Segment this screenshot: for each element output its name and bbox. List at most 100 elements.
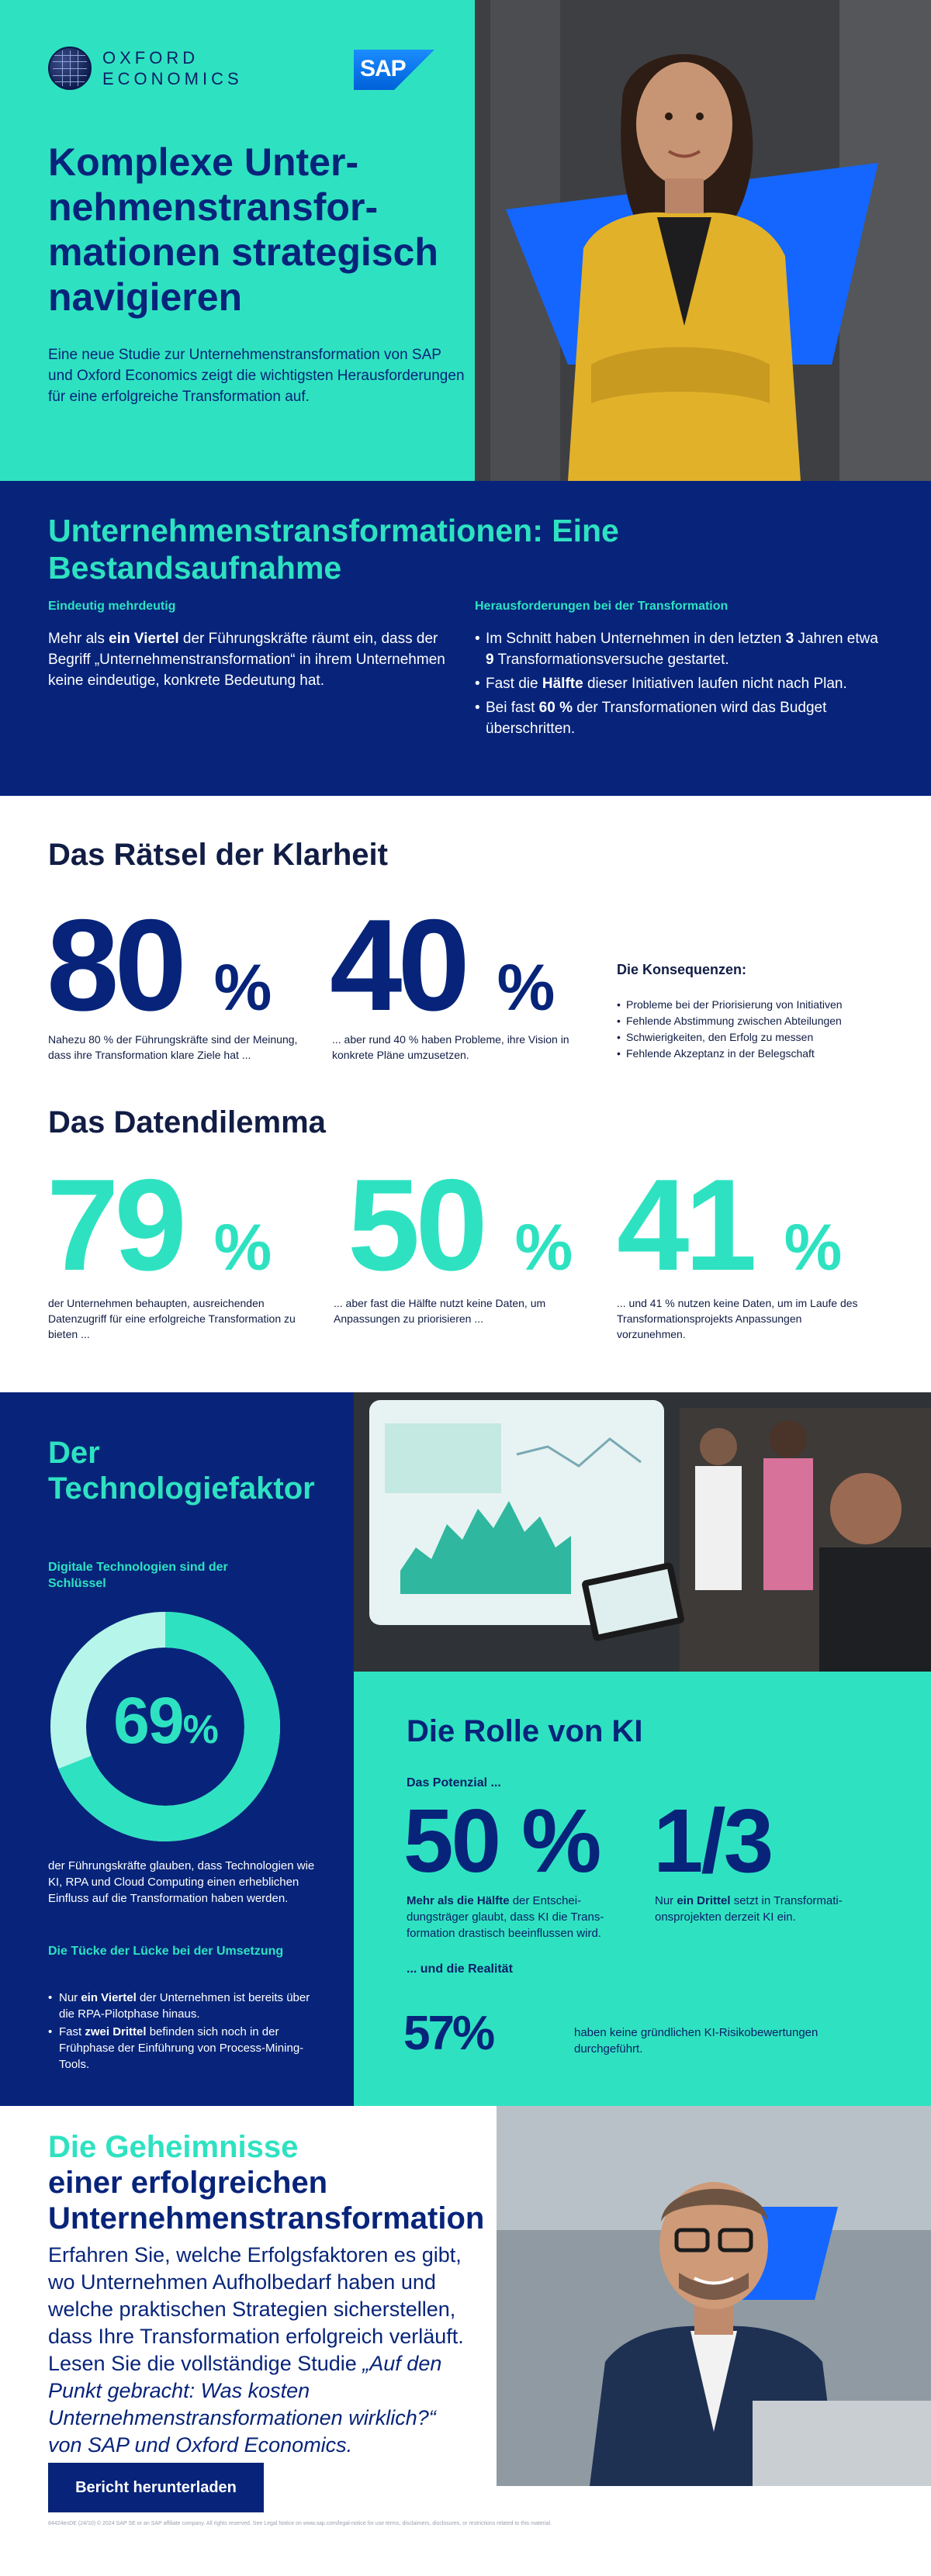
stat-40: 40 % <box>330 900 555 1053</box>
oxford-economics-logo: OXFORD ECONOMICS <box>48 47 243 90</box>
study-title: „Auf den Punkt gebracht: Was kosten Unte… <box>48 2352 442 2429</box>
donut-arc <box>50 1612 280 1841</box>
geheimnisse-text: Erfahren Sie, welche Erfolgsfaktoren es … <box>48 2242 467 2459</box>
list-item: Probleme bei der Priorisierung von Initi… <box>617 997 912 1013</box>
text-segment: der Unternehmen ist bereits über die RPA… <box>59 1991 310 2021</box>
stat-40-caption: ... aber rund 40 % haben Probleme, ihre … <box>332 1033 569 1061</box>
stat-80-caption: Nahezu 80 % der Führungskräfte sind der … <box>48 1033 298 1061</box>
percent-sign: % <box>784 1211 843 1284</box>
list-item: Fehlende Abstimmung zwischen Abteilungen <box>617 1013 912 1029</box>
text-segment: Bei fast <box>486 700 539 716</box>
text-bold: 9 <box>486 652 494 668</box>
title-line-1: Die Geheimnisse <box>48 2130 299 2164</box>
list-item: Bei fast 60 % der Transformationen wird … <box>475 697 886 739</box>
page-title: Komplexe Unter­nehmenstransfor­mationen … <box>48 140 438 319</box>
businessman-illustration <box>497 2106 931 2486</box>
title-line-2: einer erfolgreichen Unternehmenstransfor… <box>48 2166 485 2235</box>
stat-80: 80 % <box>47 900 272 1053</box>
technologie-subheading: Digitale Technologien sind der Schlüssel <box>48 1561 228 1590</box>
konsequenzen-heading: Die Konsequenzen: <box>617 962 747 977</box>
page-subtitle: Eine neue Studie zur Unternehmenstransfo… <box>48 347 465 405</box>
bestand-right-heading: Herausforderungen bei der Transformation <box>475 600 729 613</box>
text-segment: befinden sich noch in der Frühphase der … <box>59 2025 304 2071</box>
text-bold: Hälfte <box>542 676 583 692</box>
text-segment: von SAP und Oxford Economics. <box>48 2433 353 2457</box>
office-team-photo <box>354 1392 931 1672</box>
bestand-left-text: Mehr als ein Viertel der Führungskräfte … <box>48 628 452 691</box>
businesswoman-illustration <box>475 0 931 481</box>
text-bold: Mehr als die Hälfte <box>407 1894 510 1907</box>
stat-value: 57 <box>403 2007 455 2060</box>
text-bold: ein Drittel <box>677 1894 731 1907</box>
text-segment: dieser Initiativen laufen nicht nach Pla… <box>583 676 847 692</box>
percent-sign: % <box>514 1211 573 1284</box>
stat-value: 79 <box>47 1152 187 1298</box>
challenges-list: Im Schnitt haben Unternehmen in den letz… <box>475 628 886 742</box>
legal-footer: 84424enDE (24/10) © 2024 SAP SE or an SA… <box>48 2521 552 2526</box>
list-item: Im Schnitt haben Unternehmen in den letz… <box>475 628 886 670</box>
logo-line-2: ECONOMICS <box>102 69 243 88</box>
percent-sign: % <box>497 951 555 1024</box>
donut-number: 69 <box>113 1684 184 1757</box>
geheimnisse-title: Die Geheimnisse einer erfolgreichen Unte… <box>48 2129 498 2236</box>
technologie-title: Der Technologiefaktor <box>48 1436 315 1506</box>
text-bold: zwei Drittel <box>85 2025 147 2038</box>
office-illustration <box>354 1392 931 1672</box>
list-item: Nur ein Viertel der Unternehmen ist bere… <box>48 1990 312 2022</box>
realitaet-heading: ... und die Realität <box>407 1962 513 1976</box>
percent-sign: % <box>213 1211 272 1284</box>
konsequenzen-list: Probleme bei der Priorisierung von Initi… <box>617 997 912 1062</box>
text-segment: Nur <box>59 1991 81 2004</box>
ki-title: Die Rolle von KI <box>407 1714 643 1748</box>
list-item: Fehlende Akzeptanz in der Belegschaft <box>617 1046 912 1062</box>
technologie-caption: der Führungskräfte glauben, dass Technol… <box>48 1859 315 1905</box>
oxford-economics-wordmark: OXFORD ECONOMICS <box>102 47 243 89</box>
stat-79-caption: der Unternehmen behaupten, ausreichenden… <box>48 1297 296 1340</box>
text-segment: Mehr als <box>48 631 109 647</box>
text-segment: der Entschei­dungsträger glaubt, dass KI… <box>407 1894 604 1940</box>
text-segment: Fast <box>59 2025 85 2038</box>
stat-50: 50 % <box>348 1160 573 1312</box>
businessman-photo <box>497 2106 931 2486</box>
percent-sign: % <box>182 1707 219 1752</box>
stat-41: 41 % <box>617 1160 842 1312</box>
stat-ki-one-third-caption: Nur ein Drittel setzt in Transformati­on… <box>655 1893 888 1925</box>
text-bold: 3 <box>785 631 794 647</box>
globe-icon <box>48 47 92 90</box>
list-item: Fast die Hälfte dieser Initiativen laufe… <box>475 673 886 694</box>
stat-value: 50 <box>348 1152 488 1298</box>
donut-chart <box>50 1612 280 1841</box>
text-segment: Jahren etwa <box>794 631 878 647</box>
text-segment: Fast die <box>486 676 542 692</box>
stat-ki-50: 50 % <box>403 1790 601 1891</box>
stat-value: 41 <box>617 1152 757 1298</box>
klarheit-title: Das Rätsel der Klarheit <box>48 838 388 872</box>
percent-sign: % <box>213 951 272 1024</box>
stat-ki-one-third: 1/3 <box>653 1790 774 1891</box>
list-item: Fast zwei Drittel befinden sich noch in … <box>48 2024 312 2073</box>
text-segment: Erfahren Sie, welche Erfolgsfaktoren es … <box>48 2243 464 2375</box>
text-segment: Transformationsversuche gestartet. <box>493 652 729 668</box>
list-item: Schwierigkeiten, den Erfolg zu messen <box>617 1029 912 1046</box>
text-bold: ein Viertel <box>109 631 179 647</box>
text-segment: Im Schnitt haben Unternehmen in den letz… <box>486 631 786 647</box>
datendilemma-title: Das Datendilemma <box>48 1105 326 1139</box>
text-segment: setzt in Transformati­onsprojekten derze… <box>655 1894 843 1924</box>
stat-41-caption: ... und 41 % nutzen keine Daten, um im L… <box>617 1297 858 1340</box>
ki-panel <box>354 1672 931 2106</box>
luecke-list: Nur ein Viertel der Unternehmen ist bere… <box>48 1990 312 2074</box>
logo-line-1: OXFORD <box>102 48 199 67</box>
potenzial-heading: Das Potenzial ... <box>407 1776 501 1789</box>
text-bold: 60 % <box>538 700 573 716</box>
bestand-left-heading: Eindeutig mehrdeutig <box>48 600 176 613</box>
stat-value: 40 <box>330 892 470 1038</box>
text-bold: ein Viertel <box>81 1991 137 2004</box>
stat-50-caption: ... aber fast die Hälfte nutzt keine Dat… <box>334 1297 546 1325</box>
text-segment: der Transformationen wird das Budget übe… <box>486 700 827 737</box>
luecke-heading: Die Tücke der Lücke bei der Umsetzung <box>48 1945 284 1958</box>
percent-sign: % <box>452 2007 495 2060</box>
donut-value: 69% <box>48 1683 282 1758</box>
bestand-title: Unternehmenstransformationen: Eine Besta… <box>48 513 619 586</box>
download-report-button[interactable]: Bericht herunterladen <box>48 2463 264 2512</box>
stat-value: 80 <box>47 892 187 1038</box>
